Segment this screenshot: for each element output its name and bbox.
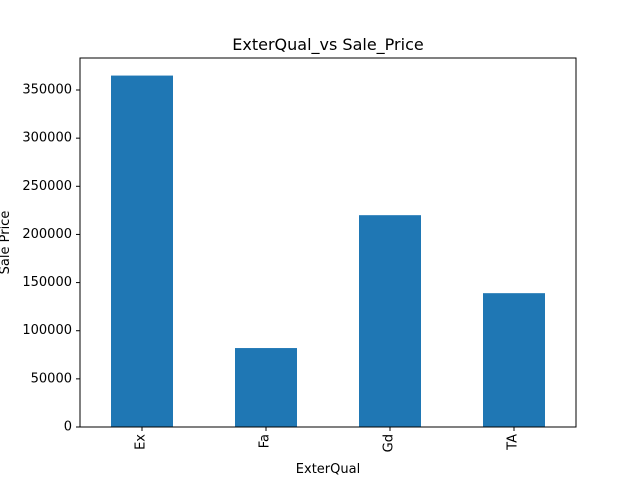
y-tick-label: 200000 bbox=[22, 227, 72, 242]
bar-ta bbox=[483, 293, 545, 427]
x-tick-label: TA bbox=[506, 434, 521, 451]
y-tick-label: 150000 bbox=[22, 275, 72, 290]
y-tick-label: 300000 bbox=[22, 131, 72, 146]
y-tick-label: 0 bbox=[64, 420, 72, 435]
y-tick-label: 250000 bbox=[22, 179, 72, 194]
x-axis-label: ExterQual bbox=[296, 462, 360, 477]
bar-fa bbox=[235, 348, 297, 427]
bars-group bbox=[111, 75, 545, 428]
x-tick-label: Fa bbox=[258, 434, 273, 448]
x-axis-ticks: Ex Fa Gd TA bbox=[134, 427, 521, 452]
x-tick-label: Ex bbox=[134, 434, 149, 450]
chart-title: ExterQual_vs Sale_Price bbox=[232, 35, 423, 55]
y-axis-ticks: 0 50000 100000 150000 200000 250000 300000 3500… bbox=[22, 83, 80, 435]
y-axis-label: Sale Price bbox=[0, 211, 13, 275]
plot-frame bbox=[79, 57, 577, 428]
y-tick-label: 100000 bbox=[22, 323, 72, 338]
bar-gd bbox=[359, 215, 421, 427]
y-tick-label: 50000 bbox=[31, 371, 72, 386]
bar-ex bbox=[111, 75, 173, 428]
x-tick-label: Gd bbox=[382, 434, 397, 452]
y-tick-label: 350000 bbox=[22, 83, 72, 98]
